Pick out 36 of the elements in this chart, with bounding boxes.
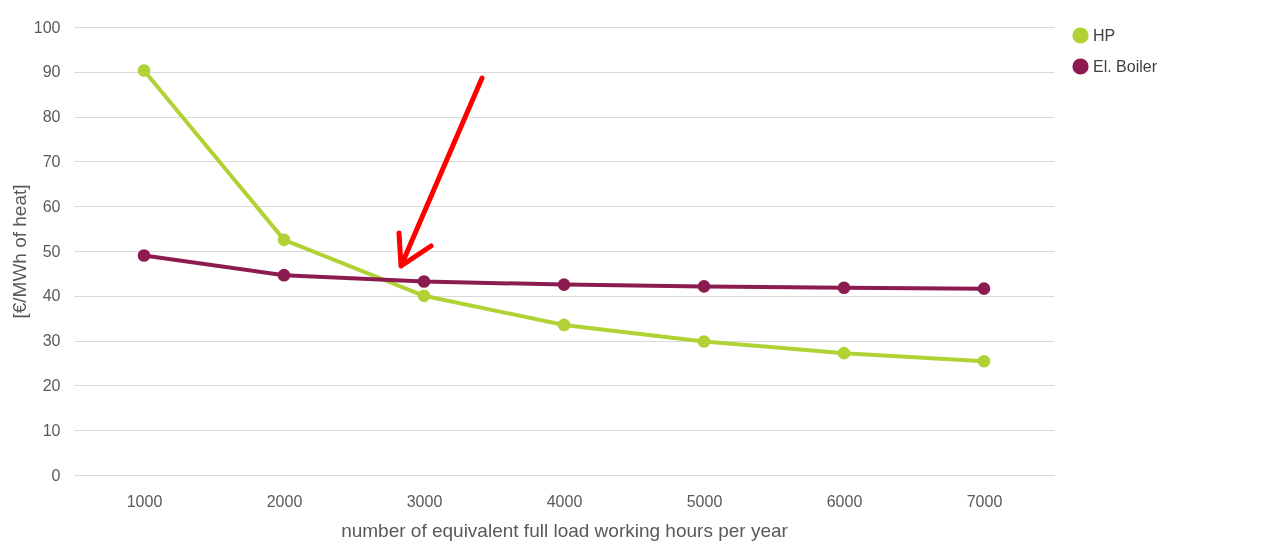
y-tick-label: 50 [42,242,61,260]
point [977,354,991,368]
point [137,249,151,262]
y-axis-title: [€/MWh of heat] [8,184,30,319]
point [417,275,431,288]
y-tick-label: 70 [42,152,61,170]
x-tick-label: 2000 [266,492,303,510]
point [697,335,711,348]
x-tick-label: 5000 [686,492,723,510]
y-tick-label: 0 [51,466,61,484]
y-tick-label: 60 [42,197,61,215]
y-tick-label: 10 [42,421,61,439]
y-tick-label: 20 [42,376,61,394]
y-tick-label: 90 [42,63,61,81]
point [837,346,851,360]
point [557,318,571,332]
x-axis-title: number of equivalent full load working hours per year [341,519,789,541]
legend-label: HP [1093,26,1116,44]
y-tick-label: 40 [42,287,61,305]
point [417,289,431,303]
point [697,280,711,293]
x-tick-label: 1000 [126,492,163,510]
y-tick-label: 30 [42,332,61,350]
x-tick-label: 4000 [546,492,583,510]
point [557,278,571,291]
y-tick-label: 80 [42,108,61,126]
legend-label: El. Boiler [1093,57,1158,75]
point [837,281,851,295]
point [137,64,151,77]
point [977,282,991,295]
x-tick-label: 7000 [966,492,1003,510]
x-tick-label: 6000 [826,492,863,510]
x-tick-label: 3000 [406,492,443,510]
y-tick-label: 100 [33,18,61,36]
point [277,268,291,282]
point [277,233,291,247]
